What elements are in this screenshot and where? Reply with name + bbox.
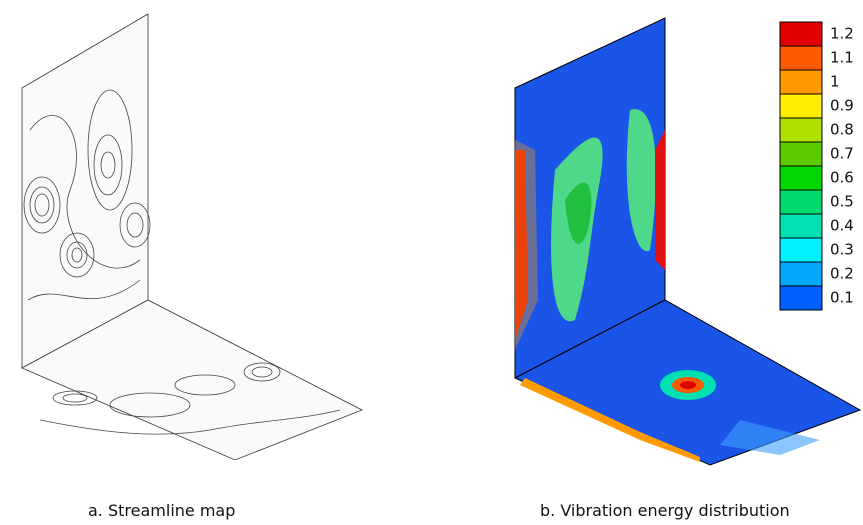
colorbar-label: 0.5 <box>830 193 854 211</box>
colorbar-cell <box>780 22 822 46</box>
colorbar-label: 1.2 <box>830 25 854 43</box>
colorbar-cell <box>780 238 822 262</box>
colorbar-cell <box>780 166 822 190</box>
colorbar-label: 1.1 <box>830 49 854 67</box>
colorbar-label: 0.8 <box>830 121 854 139</box>
colorbar-label: 1 <box>830 73 840 91</box>
colorbar-label: 0.9 <box>830 97 854 115</box>
caption-right: b. Vibration energy distribution <box>540 501 790 520</box>
colorbar-cell <box>780 70 822 94</box>
colorbar-label: 0.6 <box>830 169 854 187</box>
colorbar-label: 0.7 <box>830 145 854 163</box>
colorbar-cell <box>780 262 822 286</box>
colorbar-cell <box>780 118 822 142</box>
colorbar-label: 0.3 <box>830 241 854 259</box>
colorbar-label: 0.1 <box>830 289 854 307</box>
colorbar-cell <box>780 46 822 70</box>
colorbar-cell <box>780 190 822 214</box>
colorbar-cell <box>780 286 822 310</box>
colorbar-cell <box>780 94 822 118</box>
colorbar-label: 0.4 <box>830 217 854 235</box>
figure: 1.2 1.1 1 0.9 0.8 0.7 0.6 0.5 0.4 0.3 0.2 0.1 a. St… <box>0 0 863 525</box>
colorbar-cell <box>780 142 822 166</box>
colorbar-label: 0.2 <box>830 265 854 283</box>
colorbar-cell <box>780 214 822 238</box>
caption-left: a. Streamline map <box>88 501 235 520</box>
streamline-map <box>22 14 362 460</box>
colorbar: 1.2 1.1 1 0.9 0.8 0.7 0.6 0.5 0.4 0.3 0.2 0.1 <box>780 22 854 310</box>
